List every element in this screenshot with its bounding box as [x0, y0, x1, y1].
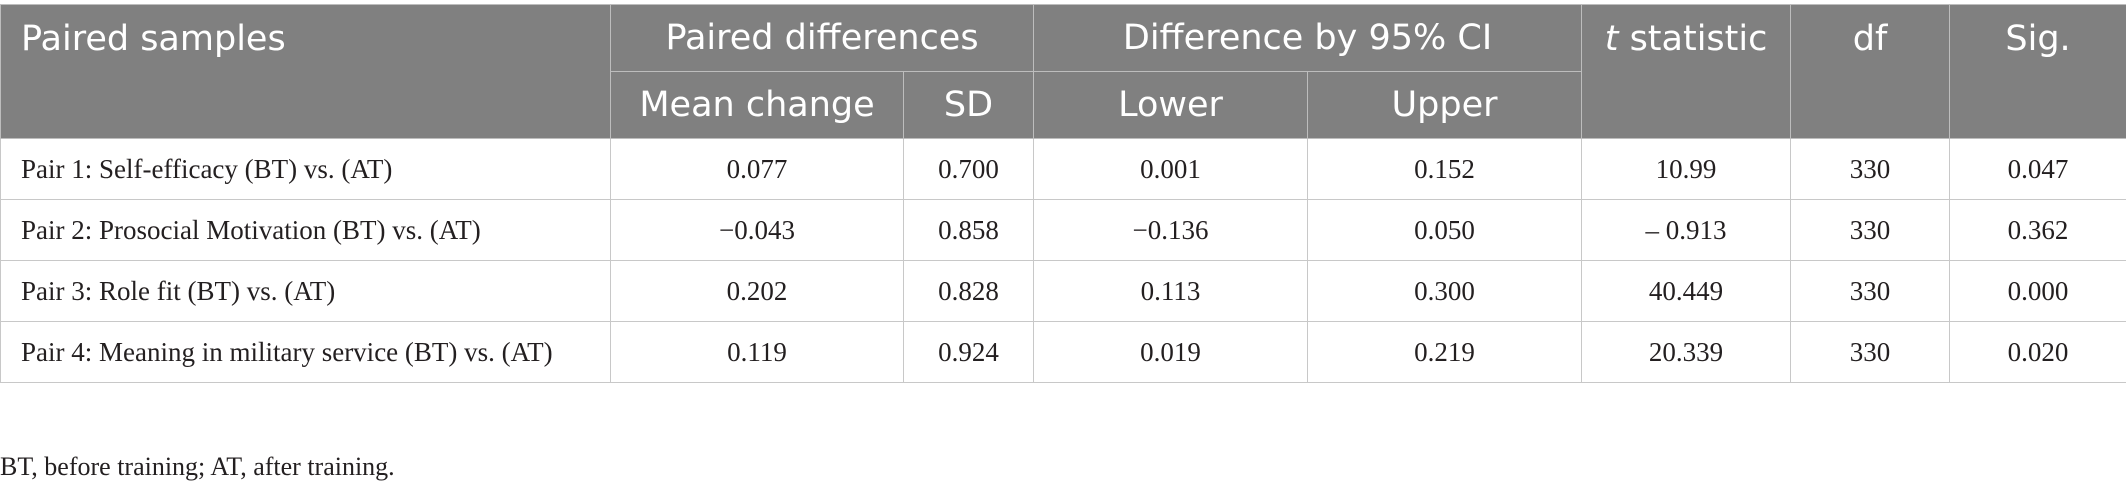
header-paired-samples: Paired samples [0, 4, 611, 139]
sig-cell: 0.047 [1949, 138, 2126, 200]
header-t-statistic: t statistic [1581, 4, 1792, 139]
header-upper: Upper [1307, 71, 1583, 139]
mean-change-cell: 0.119 [610, 321, 904, 383]
upper-cell: 0.219 [1307, 321, 1583, 383]
t-statistic-cell: 40.449 [1581, 260, 1792, 322]
header-sd: SD [902, 71, 1035, 139]
df-cell: 330 [1790, 199, 1951, 261]
lower-cell: 0.001 [1033, 138, 1309, 200]
t-statistic-word: statistic [1618, 19, 1768, 59]
sd-cell: 0.828 [902, 260, 1035, 322]
table-row: Pair 3: Role fit (BT) vs. (AT) 0.202 0.8… [0, 260, 2126, 322]
mean-change-cell: −0.043 [610, 199, 904, 261]
table-row: Pair 4: Meaning in military service (BT)… [0, 321, 2126, 383]
t-statistic-cell: 10.99 [1581, 138, 1792, 200]
header-sig: Sig. [1949, 4, 2126, 139]
header-paired-differences: Paired differences [609, 4, 1035, 72]
mean-change-cell: 0.202 [610, 260, 904, 322]
lower-cell: 0.019 [1033, 321, 1309, 383]
t-statistic-symbol: t [1604, 19, 1619, 59]
lower-cell: −0.136 [1033, 199, 1309, 261]
upper-cell: 0.152 [1307, 138, 1583, 200]
paired-samples-table: Paired samples Paired differences Differ… [0, 4, 2126, 383]
header-mean-change: Mean change [610, 71, 904, 139]
row-label: Pair 1: Self-efficacy (BT) vs. (AT) [0, 138, 611, 200]
t-statistic-cell: – 0.913 [1581, 199, 1792, 261]
table-row: Pair 2: Prosocial Motivation (BT) vs. (A… [0, 199, 2126, 261]
table-header: Paired samples Paired differences Differ… [0, 4, 2126, 139]
table-body: Pair 1: Self-efficacy (BT) vs. (AT) 0.07… [0, 138, 2126, 383]
header-difference-ci: Difference by 95% CI [1033, 4, 1583, 72]
sig-cell: 0.000 [1949, 260, 2126, 322]
row-label: Pair 4: Meaning in military service (BT)… [0, 321, 611, 383]
header-lower: Lower [1033, 71, 1309, 139]
sd-cell: 0.700 [902, 138, 1035, 200]
sd-cell: 0.858 [902, 199, 1035, 261]
table-footnote: BT, before training; AT, after training. [0, 452, 395, 481]
lower-cell: 0.113 [1033, 260, 1309, 322]
upper-cell: 0.300 [1307, 260, 1583, 322]
upper-cell: 0.050 [1307, 199, 1583, 261]
header-row-2: Mean change SD Lower Upper [1, 71, 2126, 139]
df-cell: 330 [1790, 138, 1951, 200]
t-statistic-cell: 20.339 [1581, 321, 1792, 383]
mean-change-cell: 0.077 [610, 138, 904, 200]
header-row-1: Paired samples Paired differences Differ… [0, 4, 2126, 139]
table-row: Pair 1: Self-efficacy (BT) vs. (AT) 0.07… [0, 138, 2126, 200]
header-df: df [1790, 4, 1951, 139]
sd-cell: 0.924 [902, 321, 1035, 383]
sig-cell: 0.362 [1949, 199, 2126, 261]
df-cell: 330 [1790, 260, 1951, 322]
row-label: Pair 3: Role fit (BT) vs. (AT) [0, 260, 611, 322]
sig-cell: 0.020 [1949, 321, 2126, 383]
df-cell: 330 [1790, 321, 1951, 383]
row-label: Pair 2: Prosocial Motivation (BT) vs. (A… [0, 199, 611, 261]
